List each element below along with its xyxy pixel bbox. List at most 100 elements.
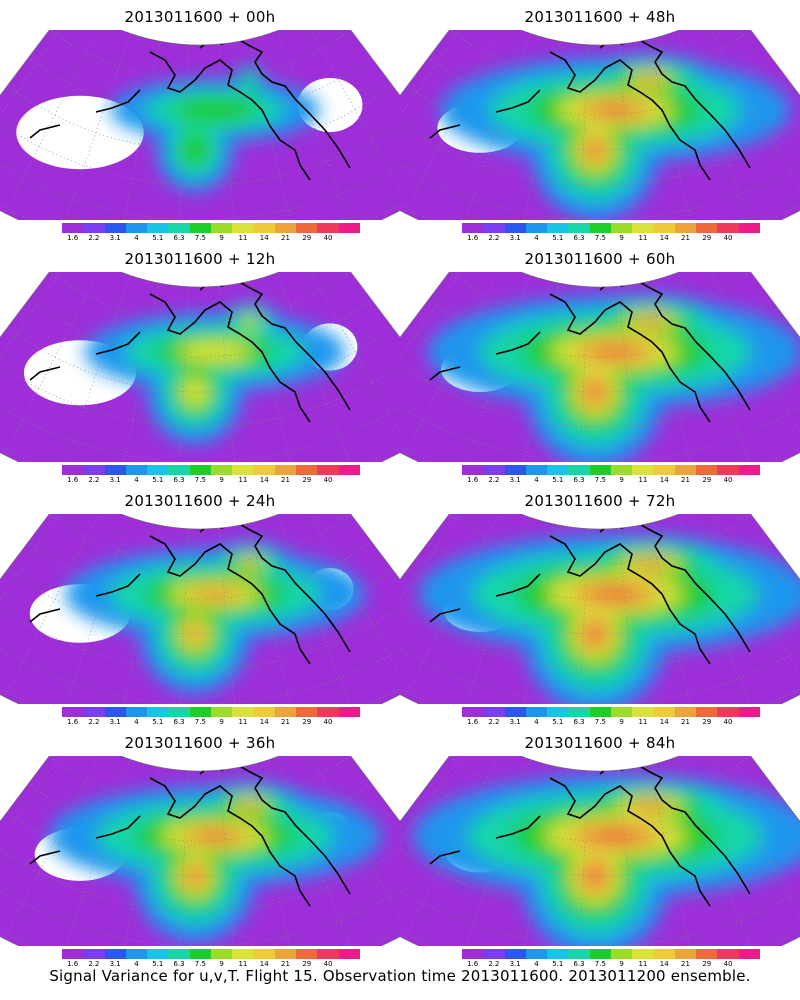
color-bar-label: 9 — [619, 476, 624, 484]
color-bar-labels: 1.6 2.2 3.1 4 5.1 6.3 7.5 9 11 14 21 29 40 — [400, 476, 800, 486]
figure-caption: Signal Variance for u,v,T. Flight 15. Ob… — [49, 967, 751, 985]
color-bar-label: 9 — [619, 960, 624, 968]
color-bar-swatch — [147, 223, 169, 233]
domain-outline — [0, 30, 400, 220]
color-bar-label: 9 — [219, 960, 224, 968]
color-bar-label: 7.5 — [194, 234, 206, 242]
color-bar-labels: 1.6 2.2 3.1 4 5.1 6.3 7.5 9 11 14 21 29 40 — [0, 718, 400, 728]
color-bar-label: 21 — [681, 476, 690, 484]
color-bar-label: 21 — [681, 718, 690, 726]
color-bar-label: 40 — [723, 234, 733, 242]
color-bar-swatch — [568, 465, 590, 475]
color-bar-swatch — [83, 949, 105, 959]
color-bar-swatch — [296, 465, 318, 475]
color-bar-label: 3.1 — [509, 960, 521, 968]
graticule — [400, 30, 800, 220]
color-bar-label: 2.2 — [88, 234, 100, 242]
color-bar-swatch — [632, 707, 654, 717]
color-bar-swatch — [504, 949, 526, 959]
color-bar-label: 9 — [219, 476, 224, 484]
color-bar-label: 11 — [238, 960, 248, 968]
color-bar-swatch — [83, 465, 105, 475]
color-bar-label: 14 — [259, 960, 269, 968]
color-bar-labels: 1.6 2.2 3.1 4 5.1 6.3 7.5 9 11 14 21 29 40 — [400, 234, 800, 244]
color-bar-swatch — [568, 223, 590, 233]
color-bar-label: 14 — [659, 234, 669, 242]
color-bar-label: 40 — [723, 476, 733, 484]
variance-field — [110, 64, 320, 192]
color-bar-swatch — [547, 707, 569, 717]
color-bar-label: 6.3 — [573, 234, 585, 242]
map-panel: 2013011600 + 36h 1.6 2.2 3.1 4 5.1 6.3 7.5 9 11 14… — [0, 726, 400, 968]
color-bar-label: 4 — [134, 476, 139, 484]
color-bar-label: 29 — [702, 234, 712, 242]
color-bar-swatch — [674, 949, 697, 959]
color-bar-swatch — [525, 707, 548, 717]
graticule — [0, 272, 400, 462]
color-bar-label: 6.3 — [173, 234, 185, 242]
color-bar-label: 11 — [638, 718, 648, 726]
color-bar-label: 3.1 — [109, 234, 121, 242]
color-bar-label: 21 — [281, 476, 290, 484]
variance-field — [439, 54, 791, 220]
color-bar-label: 40 — [323, 476, 333, 484]
color-bar-label: 3.1 — [509, 476, 521, 484]
color-bar-swatch — [338, 465, 360, 475]
color-bar-swatch — [696, 223, 718, 233]
color-bar-swatch — [589, 223, 611, 233]
color-bar-swatch — [317, 465, 339, 475]
color-bar-swatch — [189, 223, 211, 233]
color-bar-swatch — [632, 465, 654, 475]
color-bar-swatch — [168, 223, 190, 233]
color-bar-swatch — [610, 465, 633, 475]
color-bar-swatch — [83, 223, 105, 233]
variance-map — [0, 514, 400, 704]
color-bar-label: 6.3 — [173, 476, 185, 484]
color-bar-swatch — [738, 707, 760, 717]
color-bar-label: 14 — [259, 234, 269, 242]
color-bar-swatch — [104, 949, 126, 959]
color-bar-swatch — [147, 707, 169, 717]
map-panel-grid: 2013011600 + 00h 1.6 2.2 3.1 4 5.1 6.3 7.5 9 11 14… — [0, 0, 800, 968]
color-bar-label: 5.1 — [552, 234, 564, 242]
color-bar-label: 14 — [659, 960, 669, 968]
color-bar-swatch — [589, 949, 611, 959]
color-bar-swatch — [462, 707, 484, 717]
color-bar-swatch — [168, 707, 190, 717]
color-bar-swatch — [568, 949, 590, 959]
color-bar-swatch — [717, 465, 739, 475]
map-panel: 2013011600 + 84h 1.6 2.2 3.1 4 5.1 6.3 7.5 9 11 14… — [400, 726, 800, 968]
color-bar-swatch — [568, 707, 590, 717]
variance-map — [400, 756, 800, 946]
color-bar-swatch — [83, 707, 105, 717]
color-bar-swatch — [483, 223, 505, 233]
color-bar-label: 29 — [302, 476, 312, 484]
color-bar-swatch — [317, 949, 339, 959]
color-bar-swatch — [338, 707, 360, 717]
coastline — [29, 521, 351, 665]
color-bar-label: 6.3 — [173, 960, 185, 968]
color-bar-swatch — [653, 465, 675, 475]
color-bar-label: 7.5 — [194, 476, 206, 484]
color-bar-swatch — [317, 707, 339, 717]
color-bar-label: 9 — [619, 234, 624, 242]
color-bar-label: 40 — [323, 960, 333, 968]
color-bar-label: 1.6 — [467, 234, 479, 242]
color-bar-swatch — [104, 223, 126, 233]
variance-field — [48, 781, 382, 943]
color-bar-swatch — [125, 223, 148, 233]
domain-outline — [400, 272, 800, 462]
color-bar-label: 7.5 — [594, 718, 606, 726]
color-bar-swatch — [147, 465, 169, 475]
color-bar-swatch — [462, 949, 484, 959]
color-bar-swatch — [738, 465, 760, 475]
color-bar-label: 3.1 — [109, 960, 121, 968]
domain-outline — [0, 514, 400, 704]
color-bar-swatch — [168, 465, 190, 475]
map-panel: 2013011600 + 48h 1.6 2.2 3.1 4 5.1 6.3 7.5 9 11 14… — [400, 0, 800, 242]
color-bar-swatch — [62, 223, 84, 233]
color-bar-swatch — [483, 707, 505, 717]
color-bar-label: 21 — [281, 718, 290, 726]
color-bar-swatch — [125, 949, 148, 959]
map-panel: 2013011600 + 72h 1.6 2.2 3.1 4 5.1 6.3 7.5 9 11 14… — [400, 484, 800, 726]
